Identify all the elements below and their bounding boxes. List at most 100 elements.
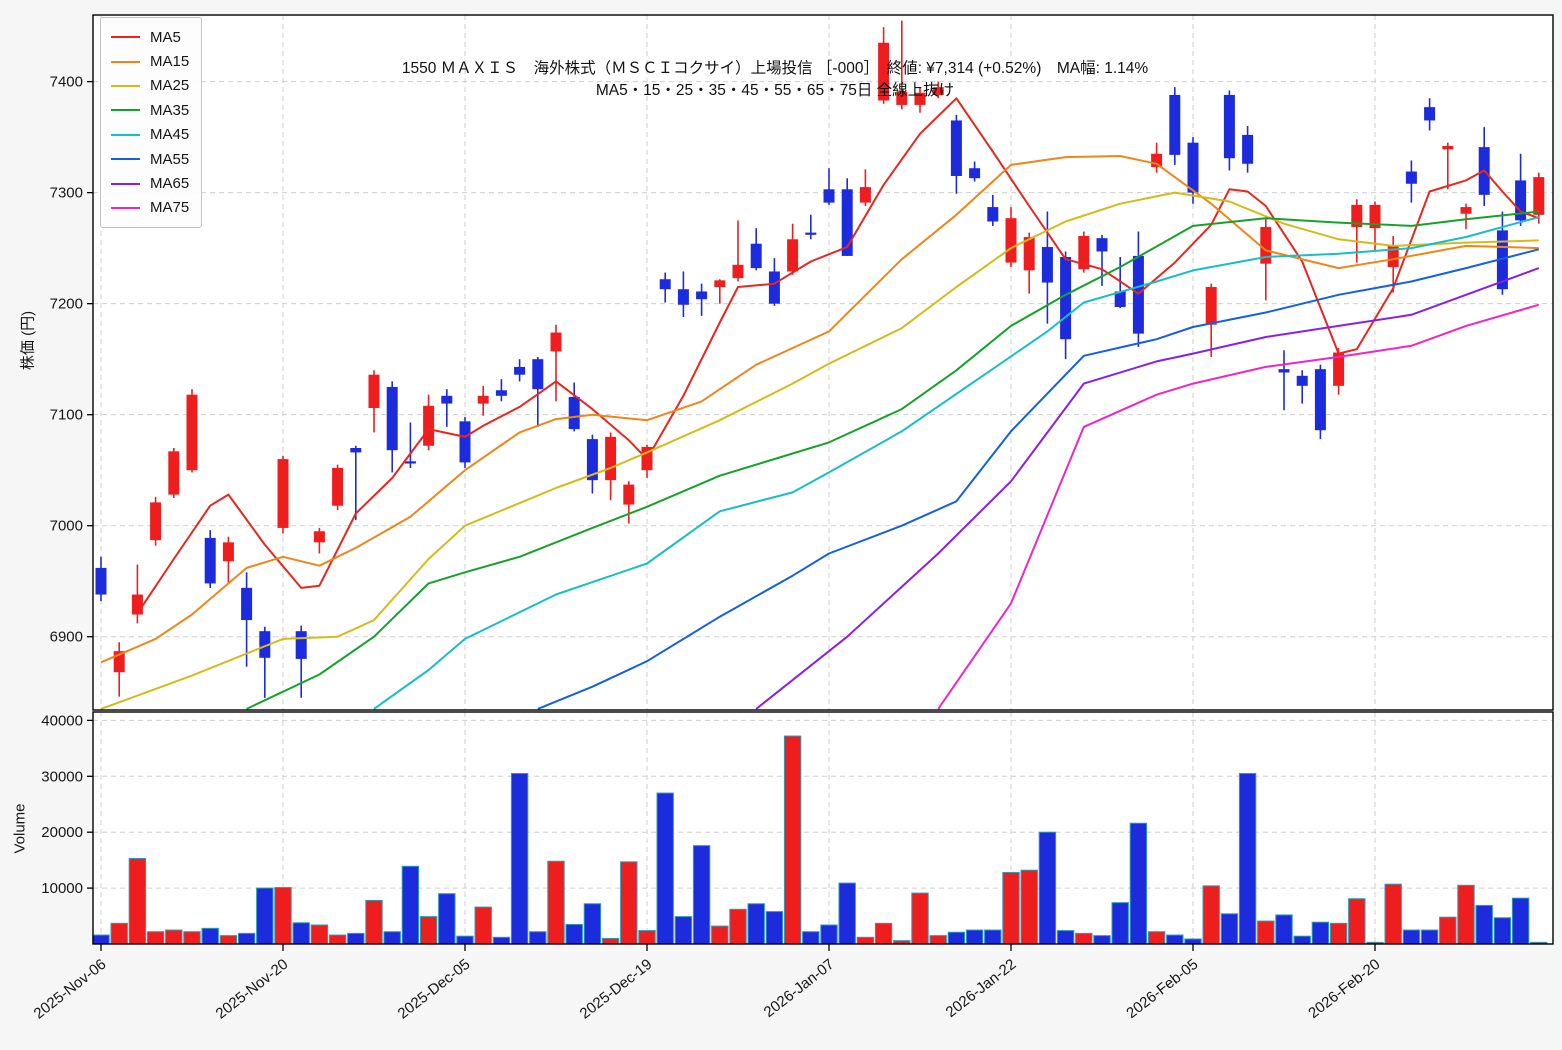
candle-body [441,395,453,404]
candle-body [987,207,999,222]
volume-bar [783,735,802,945]
candle-body [586,439,598,481]
candle-body [313,531,325,543]
ma-line-MA65 [755,267,1540,710]
volume-bar [601,937,620,945]
candle-body [568,396,580,430]
candle-body [787,239,799,272]
volume-bar [256,887,274,945]
volume-bar [856,936,875,945]
volume-bar [1038,831,1057,945]
volume-bar [620,861,638,945]
volume-bar [1439,916,1457,945]
candle-body [969,168,981,179]
candle-body [532,359,544,390]
volume-bar [92,934,110,945]
candle-body [696,291,708,300]
volume-bar [747,903,765,945]
legend-item-MA5: MA5 [111,25,189,49]
candle-body [459,421,471,463]
price-tick-label: 7300 [50,185,83,202]
volume-bar [1329,922,1348,945]
candle-body [1060,257,1072,340]
candlesticks [95,20,1545,698]
candle-body [1078,235,1090,270]
candle-body [714,280,726,288]
candle-body [350,447,362,453]
volume-bar [638,930,656,945]
price-panel [93,15,1553,710]
volume-bar [292,922,310,945]
volume-tick-label: 30000 [41,768,83,785]
candle-body [1132,255,1144,334]
candle-body [1169,94,1181,155]
volume-bar [201,927,219,945]
volume-bar [183,931,201,945]
candle-body [1205,287,1217,325]
volume-bar [1257,920,1275,945]
volume-bar [1475,904,1493,945]
ma-lines [100,97,1540,710]
legend-label: MA5 [150,28,181,46]
volume-bar [347,932,365,945]
candle-body [1460,207,1472,214]
candle-body [1187,142,1199,193]
legend-item-MA35: MA35 [111,98,189,122]
volume-axis-label: Volume [11,803,29,854]
candle-body [259,631,271,658]
volume-bar [1457,884,1475,945]
candle-body [768,271,780,304]
volume-bar [1020,869,1038,945]
candle-body [423,405,435,446]
x-tick-label: 2026-Feb-20 [1305,956,1383,1022]
volume-bar [1147,931,1166,945]
legend-item-MA75: MA75 [111,196,189,220]
legend-line-swatch [111,133,140,136]
price-tick-label: 7000 [50,518,83,535]
volume-bar [1275,914,1293,945]
volume-bar [274,887,292,945]
candle-body [1496,230,1508,290]
price-tick-label: 6900 [50,629,83,646]
legend-line-swatch [111,60,140,63]
candle-body [495,390,507,396]
candle-body [1369,204,1381,229]
candle-body [1023,237,1035,271]
volume-bar [911,892,929,945]
volume-bar [1238,772,1257,945]
candle-body [1314,369,1326,431]
volume-bar [1002,871,1020,945]
volume-bar [1311,921,1330,945]
tick-marks [87,80,1376,951]
volume-bar [1511,897,1530,945]
volume-bar [146,931,165,945]
ma-line-MA35 [246,210,1539,710]
candle-body [1387,245,1399,268]
volume-bar [383,931,401,945]
legend-item-MA25: MA25 [111,74,189,98]
legend-label: MA65 [150,175,190,193]
volume-bar [874,922,893,945]
candle-body [677,289,689,305]
candle-body [477,395,489,404]
volume-bar [492,936,511,945]
volume-bar [1202,885,1220,945]
candle-body [1405,171,1417,184]
legend-line-swatch [111,206,140,209]
ma-line-MA15 [100,155,1539,664]
legend-item-MA15: MA15 [111,49,189,73]
volume-bar [1184,938,1202,945]
ma-legend: MA5 MA15 MA25 MA35 MA45 MA55 MA65 MA75 [100,17,203,229]
volume-bar [674,916,693,945]
volume-bar [1111,902,1129,945]
volume-tick-label: 20000 [41,824,83,841]
volume-bar [529,931,547,945]
candle-body [1296,375,1308,386]
volume-panel [93,712,1553,944]
legend-line-swatch [111,158,140,161]
candle-body [222,542,234,562]
volume-bar [729,908,747,945]
volume-bar [328,934,347,945]
candle-body [295,631,307,659]
